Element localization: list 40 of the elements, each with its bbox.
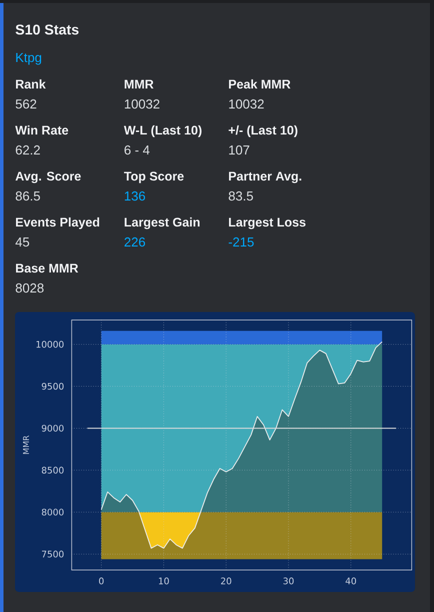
category-label: Partner Avg. xyxy=(229,172,302,184)
text: 6 - 4 xyxy=(124,145,150,155)
text: 226 xyxy=(124,237,146,247)
y-tick-label: 8500 xyxy=(42,466,64,474)
y-tick-label: 8000 xyxy=(42,508,64,516)
x-tick-label: 0 xyxy=(99,578,104,584)
x-tick-label: 30 xyxy=(283,578,294,584)
category-label: Avg. Score xyxy=(16,172,81,184)
text: 62.2 xyxy=(16,145,40,155)
text: Ktpg xyxy=(16,53,42,65)
x-tick-label: 20 xyxy=(221,578,232,584)
category-label: Largest Gain xyxy=(124,217,200,230)
y-axis-title: MMR xyxy=(23,436,29,454)
category-label: Peak MMR xyxy=(229,79,290,89)
category-label: MMR xyxy=(124,80,154,88)
category-label: Events Played xyxy=(16,217,100,230)
y-tick-label: 9500 xyxy=(42,382,64,390)
y-tick-label: 10000 xyxy=(36,340,64,348)
text: 86.5 xyxy=(16,191,40,201)
x-tick-label: 40 xyxy=(346,578,356,584)
text: 8028 xyxy=(16,283,44,293)
category-label: Top Score xyxy=(124,172,184,184)
category-label: W-L (Last 10) xyxy=(124,125,202,138)
text: 83.5 xyxy=(228,191,253,201)
text: 562 xyxy=(16,99,36,109)
category-label: +/- (Last 10) xyxy=(228,125,298,138)
category-label: Rank xyxy=(16,79,46,89)
text: 45 xyxy=(16,238,30,247)
text: -215 xyxy=(228,237,254,247)
y-tick-label: 9000 xyxy=(42,424,64,432)
text: S10 Stats xyxy=(16,24,79,35)
category-label: Win Rate xyxy=(15,125,68,135)
text: 10032 xyxy=(124,99,160,109)
y-tick-label: 7500 xyxy=(42,550,64,558)
text: 136 xyxy=(124,191,146,201)
category-label: Largest Loss xyxy=(229,218,306,230)
category-label: Base MMR xyxy=(16,264,78,273)
x-tick-label: 10 xyxy=(158,578,169,584)
text: 10032 xyxy=(229,99,264,109)
text: 107 xyxy=(229,145,250,155)
